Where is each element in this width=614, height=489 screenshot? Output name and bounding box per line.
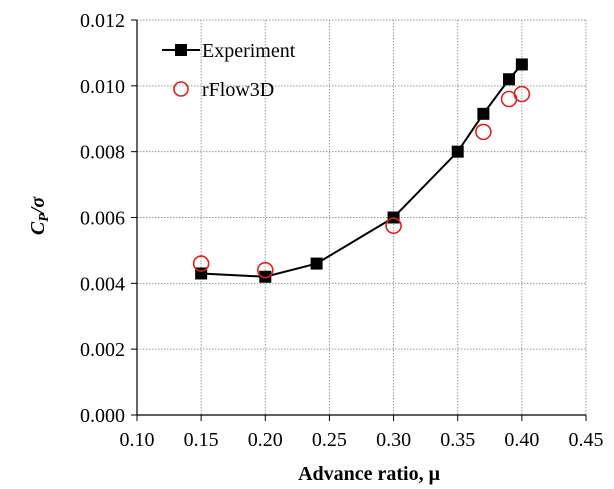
- x-tick-label: 0.15: [184, 429, 219, 451]
- data-point-rflow3d: [385, 217, 402, 235]
- data-point-experiment: [259, 270, 272, 283]
- y-axis-title: CP/σ: [27, 196, 52, 235]
- y-tick-label: 0.012: [80, 10, 125, 32]
- x-axis-title: Advance ratio, μ: [298, 463, 441, 485]
- x-tick-label: 0.40: [504, 429, 539, 451]
- y-tick-label: 0.010: [80, 76, 125, 98]
- series-layer: [192, 58, 531, 283]
- data-point-experiment: [477, 107, 490, 120]
- legend-marker-experiment: [175, 44, 187, 56]
- legend-marker-rflow3d: [173, 81, 189, 97]
- data-point-rflow3d: [513, 85, 531, 103]
- x-tick-label: 0.45: [569, 429, 604, 451]
- data-point-experiment: [310, 257, 323, 270]
- data-point-rflow3d: [192, 255, 210, 272]
- data-point-experiment: [515, 58, 528, 71]
- y-tick-label: 0.006: [80, 208, 125, 230]
- data-point-experiment: [503, 73, 516, 86]
- x-tick-label: 0.35: [440, 429, 475, 451]
- y-tick-label: 0.002: [80, 339, 125, 361]
- y-tick-label: 0.000: [80, 405, 125, 427]
- data-point-rflow3d: [256, 261, 274, 279]
- legend-label-rflow3d: rFlow3D: [202, 79, 274, 101]
- x-tick-label: 0.10: [120, 429, 155, 451]
- legend: Experiment rFlow3D: [162, 40, 296, 101]
- x-tick-label: 0.25: [312, 429, 347, 451]
- y-tick-label: 0.004: [80, 273, 125, 295]
- x-tick-label: 0.20: [248, 429, 283, 451]
- x-tick-label: 0.30: [376, 429, 411, 451]
- y-tick-label: 0.008: [80, 142, 125, 164]
- axes: [131, 19, 587, 421]
- data-point-rflow3d: [475, 123, 492, 141]
- legend-label-experiment: Experiment: [202, 40, 296, 62]
- tick-labels: 0.10 0.15 0.20 0.25 0.30 0.35 0.40 0.45 0.000 0.0…: [80, 10, 604, 451]
- data-point-experiment: [451, 145, 464, 158]
